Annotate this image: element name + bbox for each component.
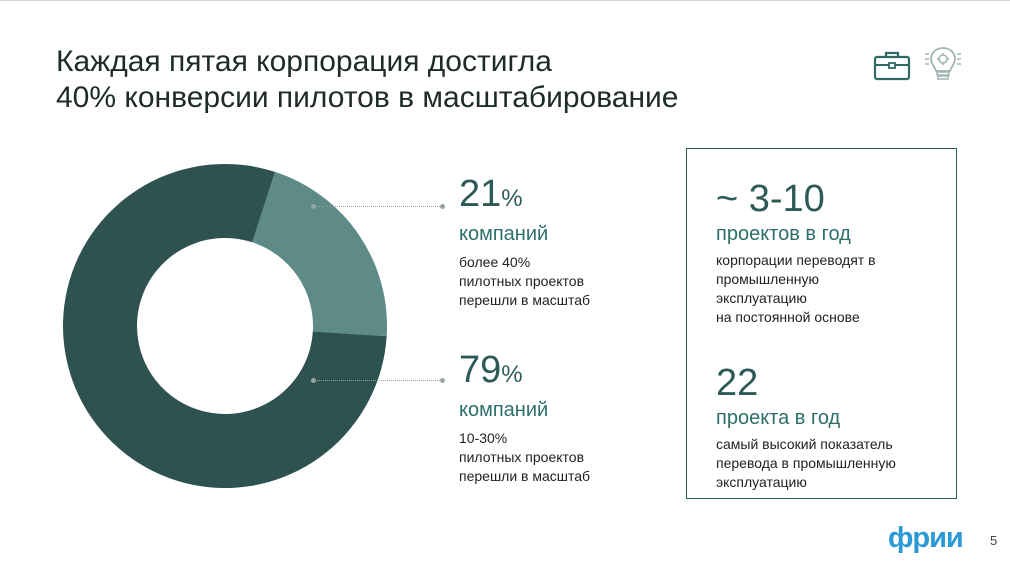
brand-logo: фрии [888, 522, 964, 554]
briefcase-icon [873, 51, 911, 81]
leader-dot-1-end [440, 204, 445, 209]
fact-unit: проекта в год [716, 407, 841, 429]
leader-dot-1-start [311, 204, 316, 209]
fact-number: ~ 3-10 [716, 178, 825, 220]
donut-chart [62, 163, 387, 488]
fact-description: самый высокий показатель перевода в пром… [716, 436, 896, 490]
stat-21: 21% компаний более 40% пилотных проектов… [459, 174, 590, 310]
stat-unit: компаний [459, 223, 549, 245]
stat-number: 79% [459, 349, 523, 391]
donut-slice-1 [252, 171, 387, 337]
fact-best-result: 22 проекта в год самый высокий показател… [716, 363, 896, 492]
fact-unit: проектов в год [716, 223, 851, 245]
leader-dot-2-end [440, 378, 445, 383]
leader-line-1 [314, 206, 442, 207]
stat-number: 21% [459, 173, 523, 215]
title-line-1: Каждая пятая корпорация достигла [56, 45, 552, 78]
donut-slice-2 [62, 163, 387, 488]
leader-line-2 [314, 380, 442, 381]
fact-number: 22 [716, 362, 759, 404]
page-number: 5 [990, 533, 998, 548]
top-divider [0, 0, 1010, 1]
facts-panel: ~ 3-10 проектов в год корпорации перевод… [686, 148, 957, 499]
title-line-2: 40% конверсии пилотов в масштабирование [56, 81, 679, 114]
lightbulb-gear-icon [925, 47, 961, 80]
header-icons [873, 44, 963, 88]
slide-title: Каждая пятая корпорация достигла 40% кон… [56, 44, 679, 116]
fact-projects-per-year: ~ 3-10 проектов в год корпорации перевод… [716, 179, 876, 327]
stat-unit: компаний [459, 399, 549, 421]
stat-79: 79% компаний 10-30% пилотных проектов пе… [459, 350, 590, 486]
stat-description: более 40% пилотных проектов перешли в ма… [459, 254, 591, 308]
stat-description: 10-30% пилотных проектов перешли в масшт… [459, 430, 591, 484]
leader-dot-2-start [311, 378, 316, 383]
fact-description: корпорации переводят в промышленную эксп… [716, 252, 876, 325]
